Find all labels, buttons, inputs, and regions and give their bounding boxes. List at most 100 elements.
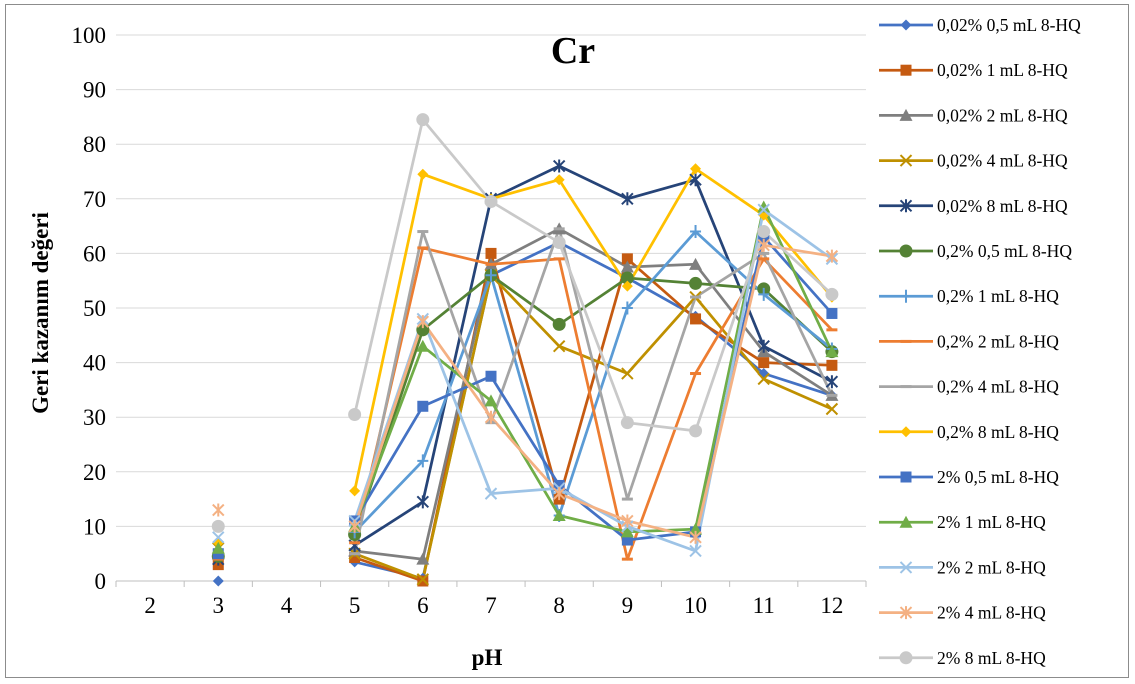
data-point [621, 367, 634, 380]
legend-entry-label: 0,2% 1 mL 8-HQ [937, 286, 1059, 306]
data-point [212, 531, 225, 544]
y-tick-label: 50 [83, 296, 106, 321]
series-line [354, 273, 833, 581]
legend-entry-label: 0,2% 4 mL 8-HQ [937, 377, 1059, 397]
data-point [552, 508, 566, 521]
legend-entry-label: 0,02% 0,5 mL 8-HQ [937, 15, 1081, 35]
data-point [416, 113, 430, 127]
legend-entry-label: 2% 0,5 mL 8-HQ [937, 467, 1059, 487]
data-point [825, 402, 839, 416]
data-point [553, 174, 565, 186]
y-tick-label: 10 [83, 514, 106, 539]
series-lines [353, 118, 834, 583]
legend-entry-label: 0,02% 1 mL 8-HQ [937, 60, 1068, 80]
data-point [689, 173, 702, 187]
x-tick-label: 11 [753, 593, 775, 618]
y-tick-label: 70 [83, 187, 106, 212]
data-point [484, 487, 498, 500]
data-point [552, 487, 566, 501]
series-line [353, 118, 833, 433]
data-point [690, 225, 702, 239]
legend-entry-label: 0,2% 0,5 mL 8-HQ [937, 241, 1072, 261]
legend-entry-label: 2% 2 mL 8-HQ [937, 557, 1046, 577]
data-point [621, 301, 633, 315]
data-point [825, 345, 839, 358]
data-point [416, 552, 430, 565]
legend-swatch-marker [899, 606, 913, 620]
legend-entry-label: 2% 8 mL 8-HQ [937, 648, 1046, 668]
data-point [757, 203, 770, 216]
x-tick-label: 12 [820, 593, 843, 618]
legend-entry-label: 0,2% 8 mL 8-HQ [937, 422, 1059, 442]
x-tick-label: 10 [684, 593, 707, 618]
data-point [416, 495, 430, 509]
data-point [212, 503, 225, 517]
data-point [417, 400, 429, 412]
data-point [484, 394, 498, 407]
data-point [349, 485, 361, 497]
data-point [757, 372, 770, 386]
data-point [485, 268, 497, 282]
y-tick-label: 40 [83, 351, 106, 376]
data-point [689, 276, 703, 290]
x-tick-label: 3 [213, 593, 225, 618]
data-point [758, 287, 770, 301]
data-point [757, 225, 771, 239]
data-point [689, 424, 703, 438]
data-point [758, 357, 770, 369]
data-point [552, 340, 566, 353]
data-point [552, 159, 566, 173]
legend-swatch-marker [900, 64, 912, 76]
legend-swatch-marker [899, 154, 913, 167]
series-line [353, 243, 833, 539]
series-line [353, 235, 833, 542]
legend-entry-label: 0,02% 4 mL 8-HQ [937, 151, 1068, 171]
y-tick-label: 0 [95, 569, 107, 594]
data-point [348, 407, 362, 421]
data-point [212, 575, 224, 587]
y-tick-label: 80 [83, 132, 106, 157]
legend-swatch-marker [900, 289, 912, 303]
series-line [354, 227, 833, 561]
data-point [757, 339, 770, 353]
data-point [553, 479, 565, 491]
chart-title: Cr [551, 30, 595, 72]
data-point [690, 313, 702, 325]
data-point [689, 544, 702, 558]
data-point [620, 525, 634, 538]
data-point [416, 315, 430, 329]
data-point [621, 514, 634, 528]
data-point [689, 257, 703, 270]
x-tick-label: 4 [281, 593, 293, 618]
data-point [621, 192, 634, 206]
chart-frame: 0 10 20 30 40 50 60 70 80 90 100 2 3 4 5 6 7 8 9 10 11 12 Cr … [5, 4, 1129, 678]
x-tick-label: 8 [553, 593, 565, 618]
data-point [826, 359, 838, 371]
legend-entry-label: 2% 4 mL 8-HQ [937, 603, 1046, 623]
data-point [552, 317, 566, 331]
data-point [621, 280, 633, 292]
legend-swatch-marker [899, 244, 913, 258]
data-point [621, 534, 633, 546]
data-point [416, 323, 430, 337]
x-axis-label: pH [472, 645, 503, 670]
legend-entry-label: 0,2% 2 mL 8-HQ [937, 331, 1059, 351]
legend: 0,02% 0,5 mL 8-HQ 0,02% 1 mL 8-HQ 0,02% 2 … [879, 15, 1081, 668]
data-point [689, 530, 702, 544]
x-tick-label: 6 [417, 593, 429, 618]
series-markers [211, 113, 839, 587]
data-point [689, 522, 703, 535]
data-point [417, 454, 429, 468]
data-point [621, 253, 633, 265]
data-point [485, 370, 497, 382]
data-point [757, 200, 771, 213]
series-line [353, 164, 833, 547]
data-point [620, 416, 634, 430]
legend-swatch-marker [899, 199, 913, 213]
legend-swatch-marker [899, 108, 913, 121]
data-point [211, 519, 225, 533]
data-point [485, 247, 497, 259]
x-tick-label: 5 [349, 593, 361, 618]
legend-swatch-marker [899, 651, 913, 665]
